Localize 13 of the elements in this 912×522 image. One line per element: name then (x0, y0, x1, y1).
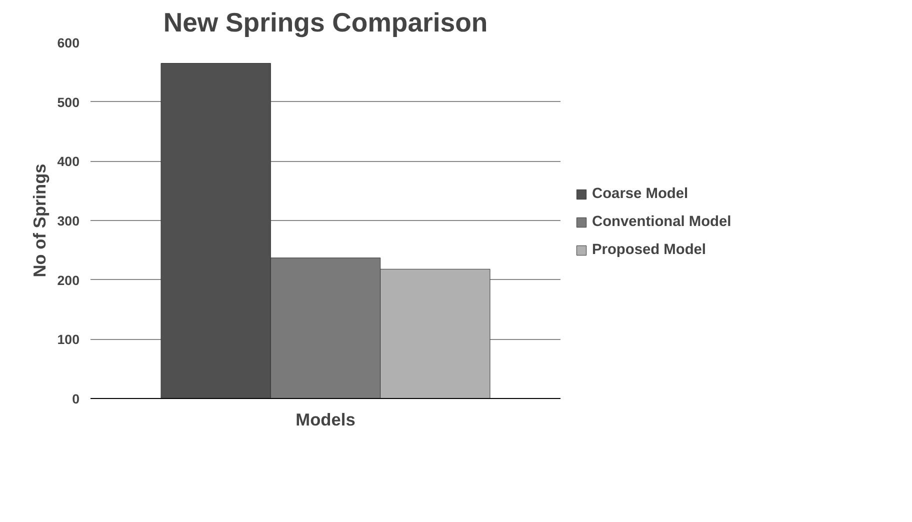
y-tick-label: 400 (57, 154, 80, 170)
y-tick-label: 0 (72, 392, 80, 406)
y-tick-label: 300 (57, 214, 80, 228)
chart-title: New Springs Comparison (163, 8, 488, 38)
y-axis-title: No of Springs (29, 164, 50, 278)
y-tick-label: 100 (57, 332, 80, 348)
legend-label: Coarse Model (592, 186, 688, 202)
y-tick-label: 200 (57, 272, 80, 288)
legend-label: Conventional Model (592, 214, 732, 230)
y-tick-label: 600 (57, 36, 80, 50)
y-tick-label: 500 (57, 94, 80, 110)
x-axis-title: Models (296, 410, 356, 430)
legend-label: Proposed Model (592, 242, 706, 258)
